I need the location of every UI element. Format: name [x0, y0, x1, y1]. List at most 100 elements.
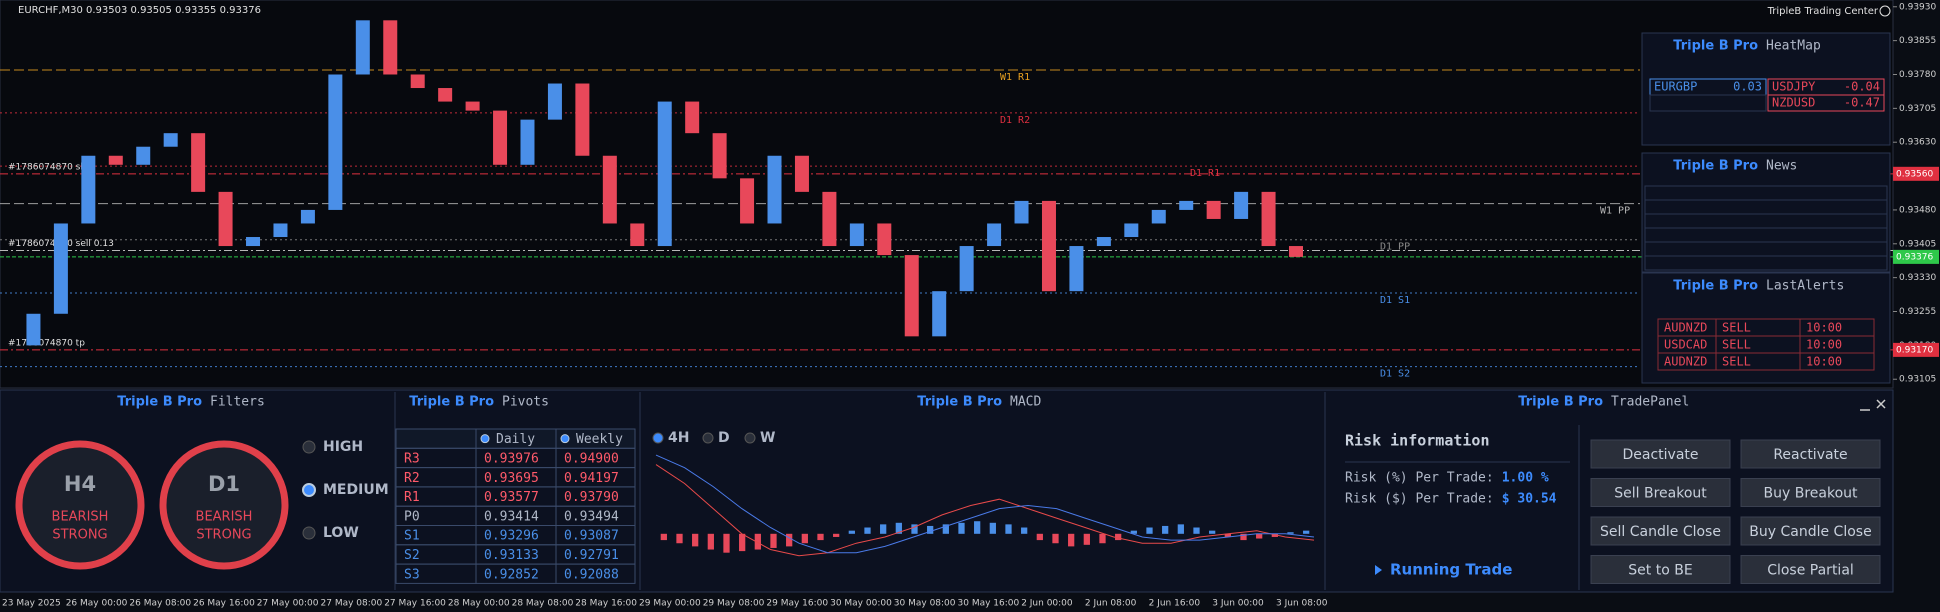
pivot-text: P0	[404, 509, 420, 524]
brand-icon	[1879, 5, 1891, 17]
order-label: #1786074870 sl	[8, 162, 83, 172]
macd-bar	[1068, 533, 1075, 547]
x-tick-label: 2 Jun 00:00	[1021, 599, 1073, 609]
panel-title: Filters	[210, 395, 265, 410]
level-label: D1 PP	[1380, 242, 1410, 253]
button-label: Sell Breakout	[1614, 486, 1707, 502]
pivot-text: R3	[404, 451, 420, 466]
candle	[575, 83, 590, 156]
heat-value: -0.04	[1844, 80, 1880, 94]
level-label: D1 S1	[1380, 295, 1410, 306]
macd-bar	[660, 533, 667, 541]
widget-title: HeatMap	[1766, 39, 1821, 54]
macd-bar	[974, 521, 981, 534]
candle	[1041, 200, 1056, 292]
radio[interactable]	[302, 526, 316, 540]
pivot-text: 0.92791	[564, 548, 619, 563]
x-tick-label: 26 May 00:00	[66, 599, 128, 609]
gauge	[15, 440, 145, 570]
x-tick-label: 29 May 00:00	[639, 599, 701, 609]
candle	[685, 101, 700, 134]
candle	[1289, 246, 1303, 257]
pivot-text: S3	[404, 567, 420, 582]
macd-bar	[942, 524, 949, 534]
x-tick-label: 3 Jun 08:00	[1276, 599, 1328, 609]
widget-brand: Triple B Pro	[1673, 159, 1758, 174]
panel-title: TradePanel	[1611, 395, 1689, 410]
button[interactable]	[1740, 478, 1881, 507]
y-tick-label: 0.93105	[1899, 375, 1936, 385]
button[interactable]	[1590, 439, 1731, 469]
button-label: Buy Candle Close	[1749, 524, 1871, 540]
news-row	[1644, 255, 1888, 271]
running-trade: Running Trade	[1390, 561, 1512, 579]
candle	[246, 237, 261, 247]
macd-bar	[880, 524, 887, 534]
x-tick-label: 30 May 00:00	[830, 599, 892, 609]
macd-bar	[1193, 527, 1200, 534]
x-tick-label: 28 May 16:00	[575, 599, 637, 609]
radio[interactable]	[302, 440, 316, 454]
gauge-state: BEARISH	[196, 510, 253, 525]
macd-bar	[1256, 533, 1263, 539]
button[interactable]	[1590, 516, 1731, 546]
candle	[630, 223, 645, 247]
macd-bar	[1036, 533, 1043, 541]
macd-bar	[1052, 533, 1059, 544]
x-tick-label: 29 May 08:00	[703, 599, 765, 609]
candle	[493, 110, 508, 165]
macd-bar	[1303, 530, 1310, 534]
level-label: D1 R2	[1000, 115, 1030, 126]
radio-label: HIGH	[323, 439, 363, 455]
y-tick-label: 0.93255	[1899, 307, 1936, 317]
y-tick-label: 0.93780	[1899, 70, 1936, 80]
candle	[300, 209, 315, 224]
macd-bar	[895, 522, 902, 534]
macd-bar	[1287, 532, 1294, 534]
gauge-state: STRONG	[52, 528, 107, 543]
candle	[877, 223, 892, 256]
radio[interactable]	[652, 432, 664, 444]
x-tick-label: 30 May 08:00	[894, 599, 956, 609]
candle	[81, 155, 96, 224]
pivot-header	[395, 428, 477, 449]
button[interactable]	[1590, 555, 1731, 584]
macd-bar	[707, 533, 714, 550]
button[interactable]	[1590, 478, 1731, 507]
radio[interactable]	[560, 434, 570, 444]
pivot-text: 0.92088	[564, 567, 619, 582]
candle	[465, 101, 480, 111]
candle	[602, 155, 617, 224]
risk-value: 1.00 %	[1502, 471, 1549, 486]
macd-bar	[1240, 533, 1247, 541]
x-tick-label: 29 May 16:00	[766, 599, 828, 609]
panel-title: Pivots	[502, 395, 549, 410]
radio[interactable]	[702, 432, 714, 444]
candle	[849, 223, 864, 247]
macd-bar	[1177, 524, 1184, 534]
expand-icon[interactable]	[1375, 565, 1382, 575]
macd-bar	[786, 533, 793, 547]
x-tick-label: 3 Jun 00:00	[1212, 599, 1264, 609]
button[interactable]	[1740, 516, 1881, 546]
price-tag-label: 0.93376	[1896, 252, 1933, 262]
heat-cell	[1649, 94, 1767, 112]
y-tick-label: 0.93480	[1899, 205, 1936, 215]
button[interactable]	[1740, 439, 1881, 469]
candle	[547, 83, 562, 120]
pivot-text: 0.93133	[484, 548, 539, 563]
radio[interactable]	[744, 432, 756, 444]
macd-bar	[1209, 530, 1216, 534]
alert-cell	[1799, 352, 1875, 371]
close-icon[interactable]	[1876, 399, 1886, 409]
pivot-text: R1	[404, 490, 420, 505]
heat-pair: EURGBP	[1654, 80, 1697, 94]
button[interactable]	[1740, 555, 1881, 584]
heat-pair: NZDUSD	[1772, 96, 1815, 110]
macd-bar	[1083, 533, 1090, 545]
macd-bar	[833, 533, 840, 537]
radio[interactable]	[480, 434, 490, 444]
radio[interactable]	[302, 483, 316, 497]
risk-title: Risk information	[1345, 432, 1490, 450]
macd-bar	[723, 533, 730, 553]
